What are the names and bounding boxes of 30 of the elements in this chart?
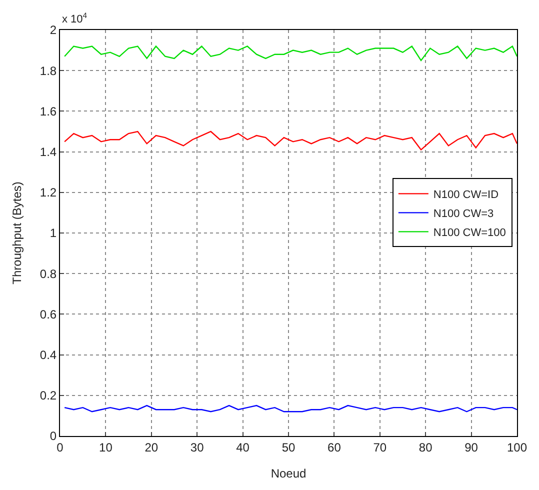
y-tick-label: 0.8 bbox=[40, 266, 57, 281]
x-tick-label: 60 bbox=[328, 440, 342, 454]
y-axis-title: Throughput (Bytes) bbox=[10, 182, 24, 284]
legend-label: N100 CW=3 bbox=[433, 208, 494, 220]
y-tick-label: 1.8 bbox=[40, 64, 57, 78]
y-tick-label: 1 bbox=[50, 226, 57, 240]
text: x 10$^{4}$ bbox=[62, 11, 88, 26]
x-tick-label: 80 bbox=[418, 440, 433, 454]
x-tick-label: 100 bbox=[506, 440, 528, 454]
legend-label: N100 CW=100 bbox=[433, 226, 506, 239]
y-tick-label: 0.6 bbox=[40, 307, 57, 322]
y-tick-label: 2 bbox=[50, 23, 57, 38]
x-tick-label: 90 bbox=[464, 440, 478, 454]
line-series bbox=[64, 46, 517, 62]
y-tick-label: 0.4 bbox=[40, 348, 57, 362]
x-axis-title: Noeud bbox=[270, 466, 306, 480]
x-tick-label: 50 bbox=[282, 440, 296, 454]
y-tick-label: 1.2 bbox=[40, 186, 57, 200]
x-tick-label: 30 bbox=[190, 440, 204, 454]
x-tick-label: 10 bbox=[99, 440, 113, 454]
y-tick-label: 0 bbox=[50, 429, 57, 444]
y-tick-label: 1.4 bbox=[40, 145, 57, 159]
legend-label: N100 CW=ID bbox=[433, 188, 499, 201]
y-tick-label: 1.6 bbox=[40, 104, 57, 118]
line-series bbox=[64, 404, 517, 412]
y-tick-label: 0.2 bbox=[40, 388, 57, 403]
line-series bbox=[64, 130, 517, 150]
x-tick-label: 20 bbox=[144, 440, 158, 454]
x-tick-label: 40 bbox=[236, 440, 250, 454]
x-tick-label: 70 bbox=[373, 440, 387, 454]
